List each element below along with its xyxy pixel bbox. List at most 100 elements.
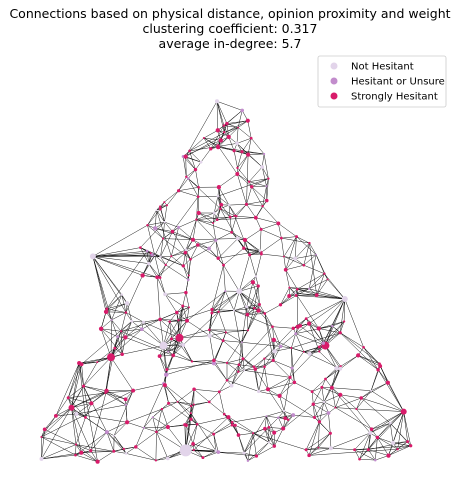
- network-node: [259, 252, 263, 256]
- network-edge: [209, 401, 225, 415]
- network-edge: [83, 385, 108, 433]
- network-edge: [183, 252, 186, 266]
- network-node: [196, 195, 200, 198]
- network-edge: [114, 336, 118, 349]
- network-edge: [291, 347, 295, 383]
- network-edge: [255, 358, 265, 370]
- network-edge: [210, 125, 225, 149]
- network-edge: [249, 181, 267, 187]
- network-edge: [226, 358, 244, 364]
- network-node: [227, 203, 231, 207]
- network-edge: [303, 243, 310, 266]
- network-node: [120, 293, 123, 296]
- legend-label-strongly-hesitant: Strongly Hesitant: [351, 92, 438, 103]
- network-edge: [289, 287, 310, 289]
- network-node: [159, 255, 162, 258]
- network-edge: [113, 435, 127, 454]
- network-edge: [111, 294, 123, 320]
- network-edge: [325, 368, 341, 380]
- network-node: [196, 243, 200, 247]
- network-edge: [176, 312, 180, 338]
- network-node: [155, 430, 158, 434]
- network-nodes: [39, 99, 413, 464]
- network-edge: [182, 292, 187, 307]
- network-node: [216, 450, 221, 454]
- network-edge: [164, 205, 168, 223]
- network-edge: [264, 313, 275, 352]
- network-edge: [218, 451, 245, 454]
- network-edge: [243, 452, 257, 457]
- network-edge: [120, 331, 123, 355]
- network-edge: [217, 136, 229, 148]
- network-node: [356, 353, 361, 358]
- network-edge: [262, 186, 267, 207]
- network-edge: [92, 252, 151, 257]
- network-edge: [179, 329, 210, 339]
- network-node: [265, 415, 268, 418]
- network-node: [184, 248, 188, 252]
- network-edge: [328, 412, 331, 434]
- network-edge: [165, 264, 189, 280]
- network-edge: [155, 458, 168, 461]
- network-node: [116, 335, 120, 339]
- network-node: [98, 326, 104, 331]
- network-node: [139, 327, 144, 332]
- network-node: [235, 172, 240, 176]
- network-node: [312, 415, 317, 419]
- network-edge: [237, 151, 243, 168]
- network-edge: [238, 326, 273, 365]
- network-edge: [377, 369, 404, 412]
- network-edge: [152, 408, 163, 418]
- network-node: [158, 207, 162, 211]
- network-node: [263, 312, 267, 315]
- network-edge: [160, 231, 173, 257]
- network-edge: [244, 370, 291, 378]
- network-edge: [131, 321, 142, 330]
- network-edge: [294, 236, 297, 259]
- network-edge: [231, 371, 239, 386]
- network-node: [222, 412, 226, 416]
- network-edge: [216, 101, 243, 111]
- network-edge: [147, 208, 161, 226]
- network-node: [170, 255, 173, 258]
- network-edge: [261, 229, 282, 239]
- network-node: [267, 441, 270, 444]
- network-node: [278, 303, 283, 307]
- network-edge: [262, 205, 279, 224]
- network-edge: [283, 404, 314, 429]
- network-node: [191, 237, 195, 242]
- network-edge: [331, 387, 336, 408]
- network-edge: [125, 312, 132, 322]
- network-edge: [316, 279, 328, 296]
- network-node: [154, 459, 158, 462]
- network-edge: [190, 404, 195, 420]
- network-edge: [295, 325, 333, 334]
- network-node: [142, 426, 145, 429]
- network-edge: [219, 391, 225, 415]
- network-edge: [264, 366, 269, 390]
- network-edge: [325, 345, 341, 367]
- network-edge: [177, 401, 191, 414]
- network-edge: [165, 355, 174, 375]
- network-node: [221, 339, 225, 343]
- network-node: [406, 440, 410, 444]
- network-hub-node: [179, 444, 192, 457]
- network-edge: [161, 401, 178, 410]
- network-node: [217, 310, 220, 314]
- network-node: [183, 154, 188, 159]
- network-edge: [308, 433, 331, 456]
- network-edge: [121, 294, 127, 313]
- network-edge: [267, 389, 280, 397]
- network-edge: [261, 237, 282, 253]
- network-edge: [92, 256, 149, 264]
- network-edge: [305, 421, 320, 450]
- network-edge: [209, 329, 249, 331]
- network-node: [183, 423, 187, 427]
- network-node: [261, 204, 264, 208]
- network-edge: [361, 397, 391, 424]
- network-edge: [147, 225, 161, 278]
- network-edge: [283, 256, 304, 266]
- network-node: [153, 254, 156, 257]
- network-edge: [323, 325, 333, 344]
- network-node: [96, 361, 99, 364]
